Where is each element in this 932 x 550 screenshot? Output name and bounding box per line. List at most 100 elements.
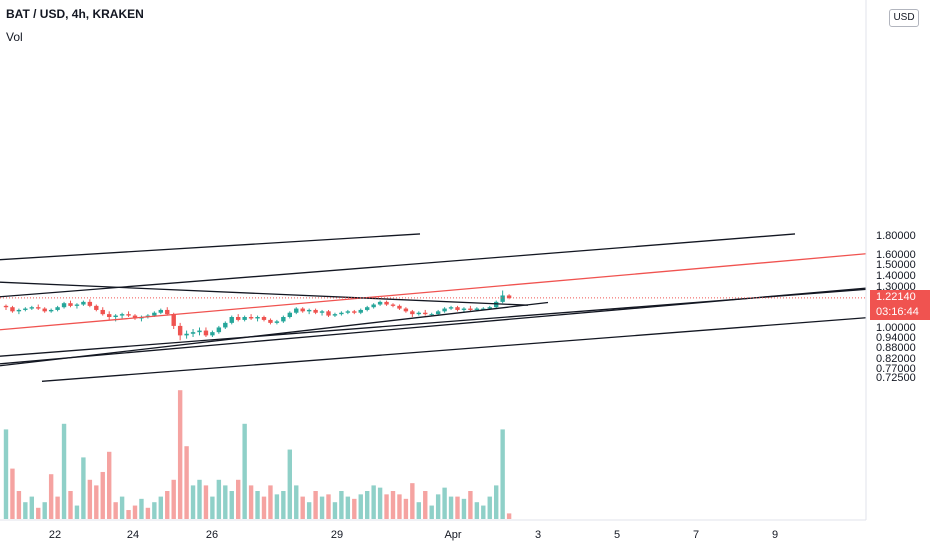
- volume-bar: [23, 502, 28, 519]
- volume-bar: [319, 496, 325, 519]
- candle-up: [242, 317, 247, 320]
- volume-bar: [287, 449, 292, 519]
- volume-bar: [261, 496, 267, 519]
- candle-down: [3, 305, 9, 308]
- volume-bar: [358, 494, 363, 519]
- candle-down: [177, 325, 183, 336]
- volume-bar: [113, 502, 118, 519]
- candle-down: [268, 319, 273, 323]
- candle-up: [197, 330, 202, 333]
- time-axis-label: 3: [534, 529, 542, 541]
- volume-bar: [487, 496, 492, 519]
- volume-bar: [255, 491, 260, 519]
- candle-up: [371, 304, 376, 308]
- volume-bar: [416, 502, 421, 519]
- time-axis-label: 9: [771, 529, 779, 541]
- candle-down: [68, 303, 73, 306]
- volume-bar: [171, 479, 176, 519]
- candle-up: [229, 317, 234, 323]
- candle-up: [358, 309, 363, 313]
- trendline-middle-channel[interactable]: [0, 233, 796, 298]
- candle-up: [500, 295, 505, 302]
- volume-bar: [126, 510, 131, 519]
- candle-up: [365, 307, 370, 310]
- volume-bar: [236, 479, 241, 519]
- volume-bar: [448, 496, 454, 519]
- price-axis-label: 1.60000: [876, 248, 916, 261]
- candle-up: [223, 322, 228, 328]
- volume-bar: [42, 502, 47, 519]
- trendline-descending-resistance[interactable]: [0, 281, 529, 306]
- candle-up: [216, 327, 222, 333]
- volume-bar: [177, 390, 183, 519]
- candle-up: [461, 308, 467, 310]
- volume-bar: [94, 485, 99, 519]
- trendline-upper-channel[interactable]: [0, 233, 421, 261]
- time-axis-label: 22: [48, 529, 62, 541]
- volume-bar: [119, 496, 125, 519]
- volume-bar: [223, 485, 228, 519]
- volume-bar: [216, 479, 222, 519]
- trendline-ascending-support-2[interactable]: [0, 287, 867, 365]
- candle-up: [281, 317, 286, 322]
- time-axis-label: Apr: [444, 529, 462, 541]
- price-axis-label: 1.40000: [876, 269, 916, 282]
- price-axis-label: 0.94000: [876, 331, 916, 344]
- candle-up: [16, 309, 22, 312]
- candle-down: [313, 309, 318, 313]
- trendlines[interactable]: [0, 233, 867, 382]
- volume-bar: [410, 483, 415, 519]
- volume-bar: [506, 513, 512, 519]
- candle-up: [29, 307, 34, 309]
- candle-up: [210, 332, 215, 336]
- currency-badge[interactable]: USD: [889, 9, 919, 27]
- candle-up: [287, 312, 292, 318]
- candle-down: [132, 315, 138, 319]
- trendline-red-channel[interactable]: [0, 253, 867, 331]
- candle-up: [345, 311, 351, 313]
- volume-bar: [203, 485, 209, 519]
- candle-down: [171, 314, 176, 326]
- candle-up: [274, 321, 280, 323]
- candle-down: [423, 312, 428, 315]
- candle-down: [165, 309, 170, 315]
- volume-legend[interactable]: Vol: [6, 30, 23, 44]
- candle-up: [377, 301, 383, 305]
- candle-up: [81, 301, 86, 305]
- symbol-title[interactable]: BAT / USD, 4h, KRAKEN: [6, 7, 144, 21]
- volume-bar: [474, 502, 480, 519]
- volume-bar: [390, 491, 396, 519]
- volume-bar: [87, 479, 93, 519]
- candle-up: [23, 308, 28, 310]
- trendline-lower-channel-2[interactable]: [41, 317, 867, 382]
- volume-bar: [229, 491, 234, 519]
- candle-up: [487, 307, 492, 309]
- volume-bar: [384, 494, 389, 519]
- candle-up: [48, 309, 54, 312]
- candle-up: [416, 312, 421, 315]
- candle-up: [190, 332, 196, 334]
- candle-down: [248, 317, 254, 319]
- symbol-label: BAT / USD, 4h, KRAKEN: [6, 7, 144, 21]
- volume-bar: [423, 491, 428, 519]
- volume-bar: [332, 502, 338, 519]
- volume-bar: [107, 451, 112, 519]
- volume-bar: [435, 494, 441, 519]
- volume-bar: [339, 491, 344, 519]
- volume-bar: [10, 468, 15, 519]
- volume-bar: [403, 498, 409, 519]
- volume-bar: [397, 494, 402, 519]
- volume-bar: [158, 496, 163, 519]
- time-axis-label: 7: [692, 529, 700, 541]
- volume-bar: [29, 496, 34, 519]
- volume-bar: [132, 505, 138, 519]
- volume-bar: [16, 491, 22, 519]
- volume-bar: [190, 485, 196, 519]
- candle-down: [410, 311, 415, 315]
- volume-bar: [306, 502, 312, 519]
- volume-bar: [242, 423, 247, 519]
- volume-bar: [429, 505, 434, 519]
- candle-down: [10, 307, 15, 312]
- volume-bar: [313, 491, 318, 519]
